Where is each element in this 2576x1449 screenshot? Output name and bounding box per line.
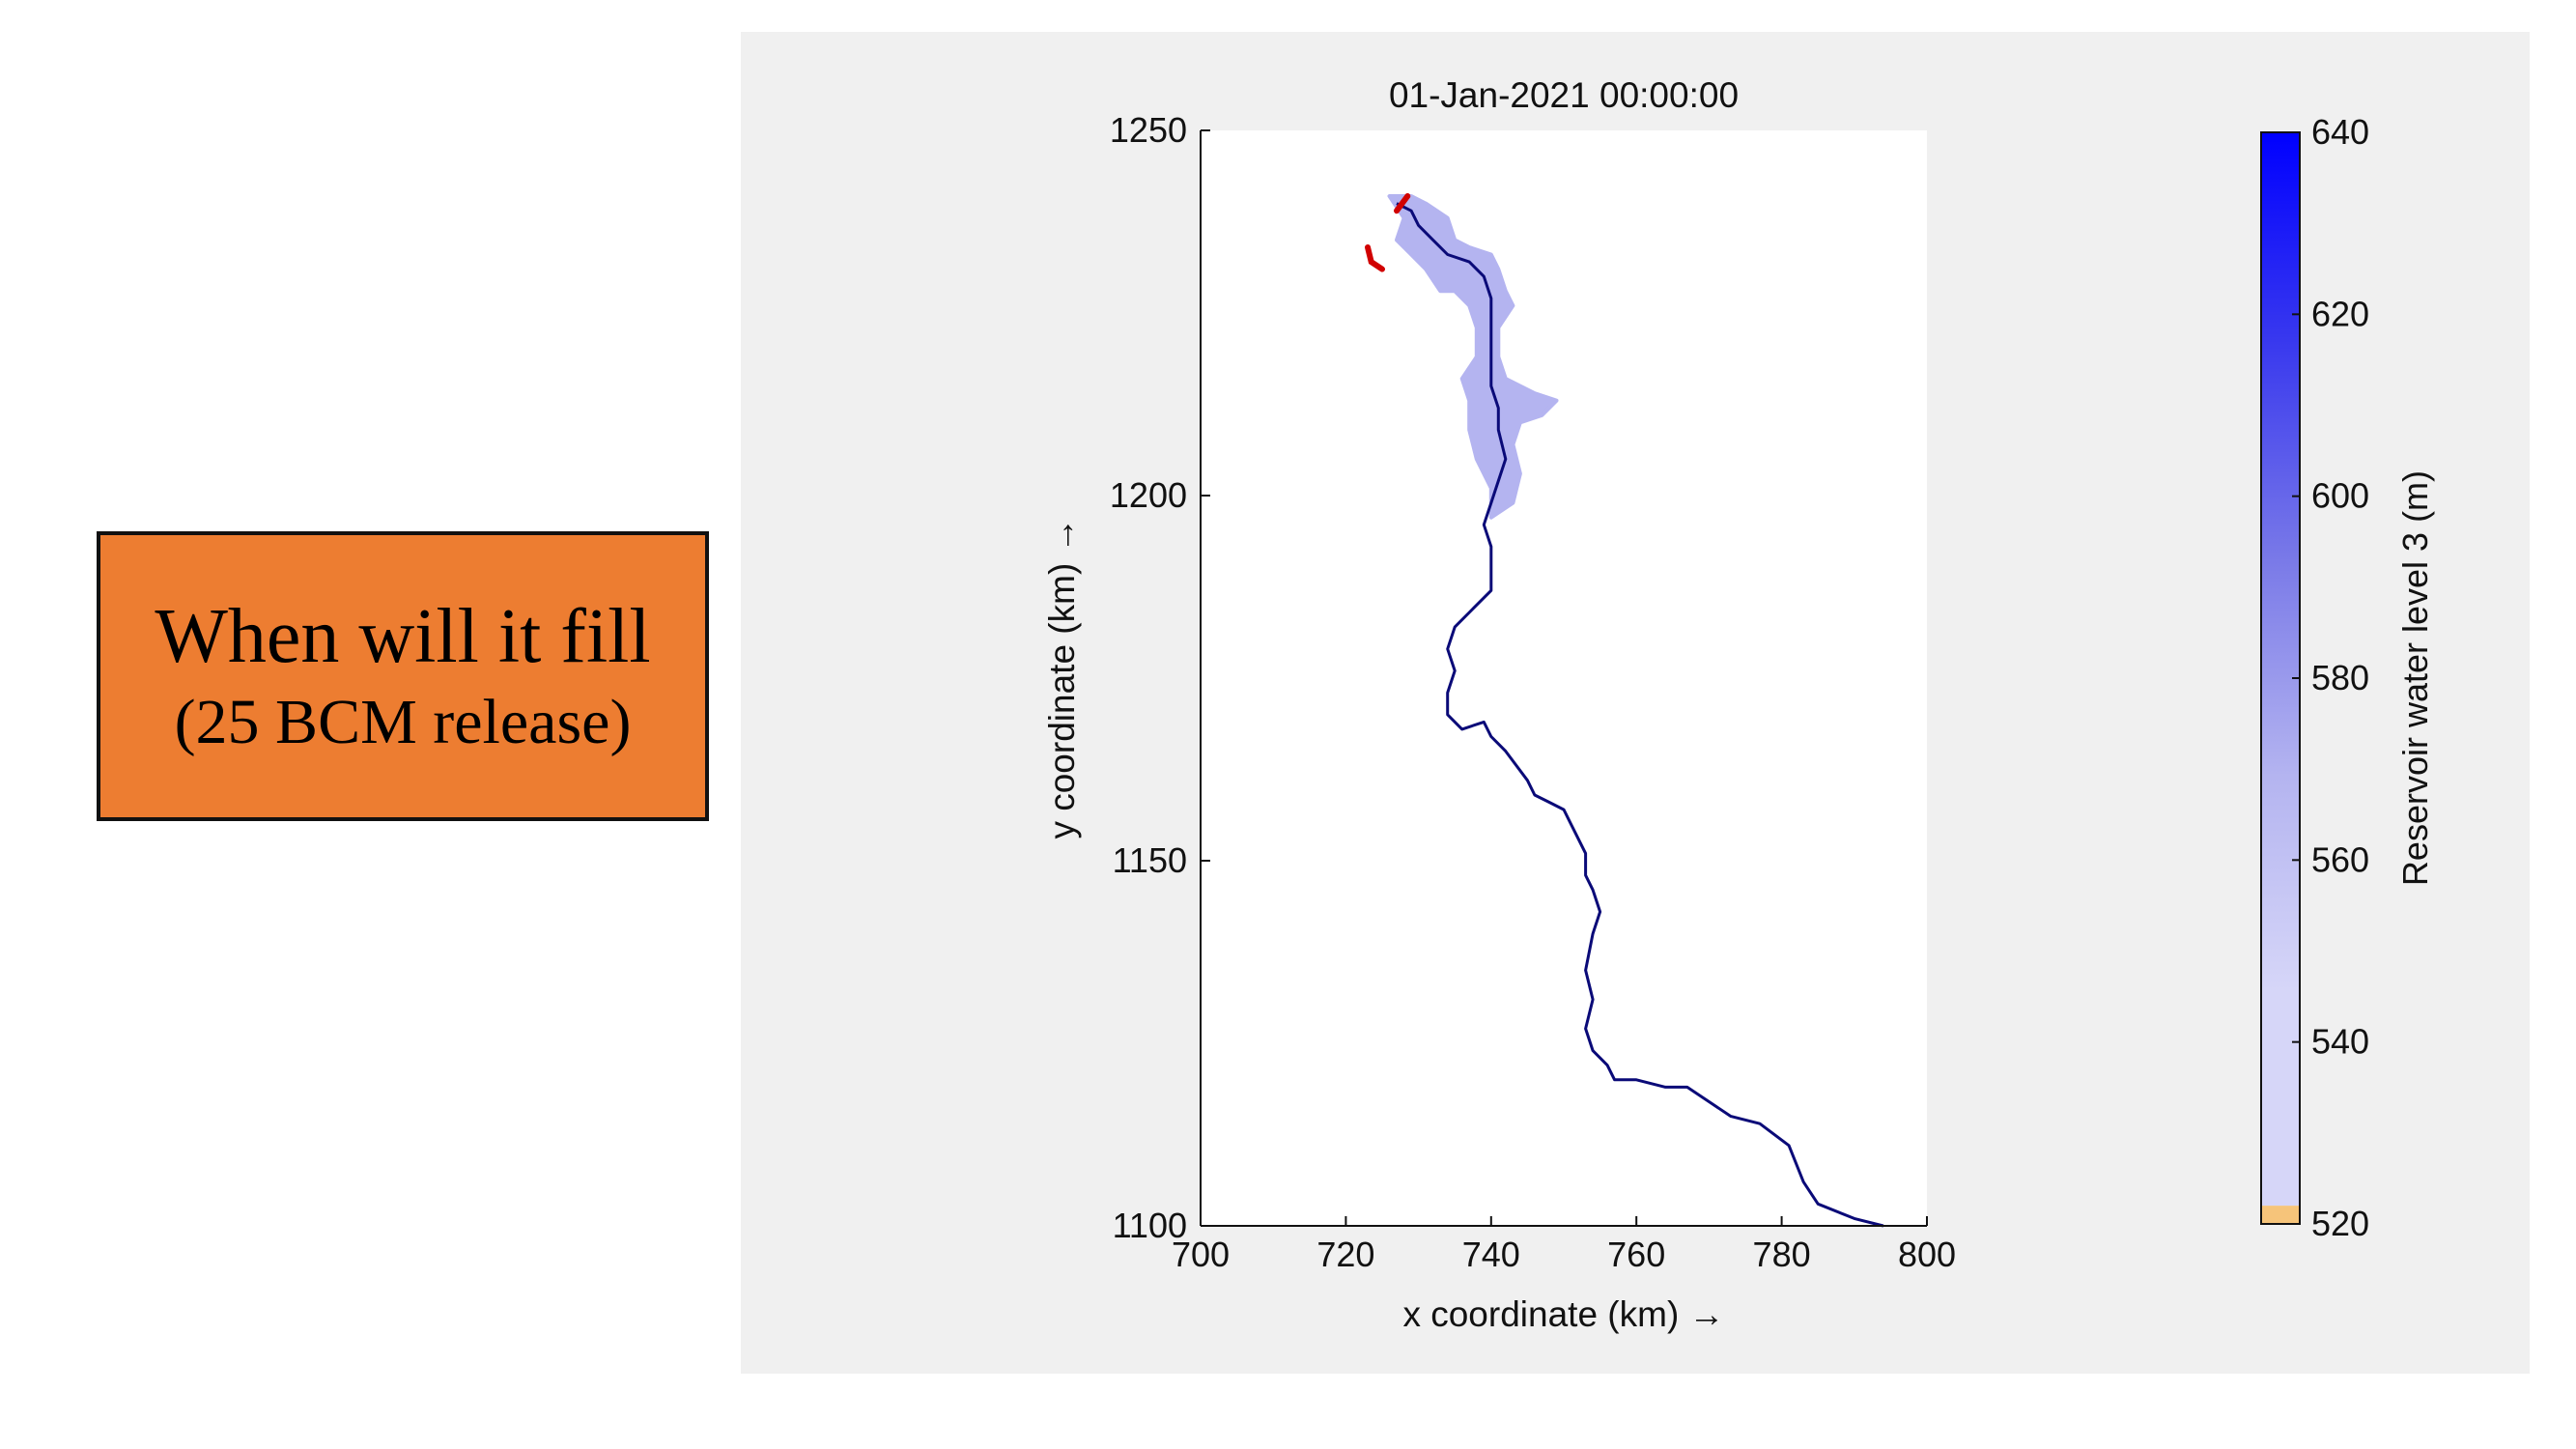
chart-title: 01-Jan-2021 00:00:00 [1389,75,1739,115]
y-tick-label: 1150 [1113,840,1187,880]
colorbar-label: Reservoir water level 3 (m) [2395,470,2435,886]
colorbar-tick-label: 600 [2311,476,2369,516]
colorbar-tick-label: 580 [2311,658,2369,697]
red-feature-2 [1394,193,1411,214]
callout-box: When will it fill (25 BCM release) [97,531,709,821]
map-chart: 700 720 740 760 780 800 1100 1150 1200 1250 01-Ja… [1042,75,2435,1334]
colorbar-tick-label: 520 [2311,1204,2369,1243]
x-tick-label: 800 [1898,1235,1956,1274]
callout-line-1: When will it fill [155,593,651,679]
reservoir-area [1387,194,1559,520]
colorbar-scale [2261,132,2300,1207]
colorbar-tick-label: 560 [2311,839,2369,879]
x-tick-label: 720 [1316,1235,1374,1274]
y-tick-label: 1100 [1113,1206,1187,1245]
colorbar-tick-label: 540 [2311,1022,2369,1062]
y-axis-label: y coordinate (km) → [1042,517,1082,838]
figure-panel: 700 720 740 760 780 800 1100 1150 1200 1250 01-Ja… [741,32,2530,1374]
x-tick-label: 760 [1607,1235,1665,1274]
y-tick-label: 1250 [1110,110,1187,150]
y-tick-label: 1200 [1110,475,1187,515]
colorbar: 640 620 600 580 560 540 520 [2260,112,2369,1243]
reservoir-layer [1387,194,1559,520]
x-axis-label: x coordinate (km) → [1402,1294,1724,1334]
red-feature-1 [1365,244,1385,272]
colorbar-tick-label: 620 [2311,294,2369,333]
colorbar-low-band [2261,1206,2300,1224]
callout-line-2: (25 BCM release) [174,686,632,757]
colorbar-tick-label: 640 [2311,112,2369,152]
x-tick-label: 700 [1172,1235,1230,1274]
plot-area [1201,130,1927,1226]
river-line [1396,202,1884,1228]
x-tick-label: 740 [1462,1235,1520,1274]
x-tick-label: 780 [1753,1235,1811,1274]
red-feature-layer [1365,193,1411,272]
river-layer [1396,202,1884,1228]
axes-layer: 700 720 740 760 780 800 1100 1150 1200 1250 [1110,110,1956,1274]
